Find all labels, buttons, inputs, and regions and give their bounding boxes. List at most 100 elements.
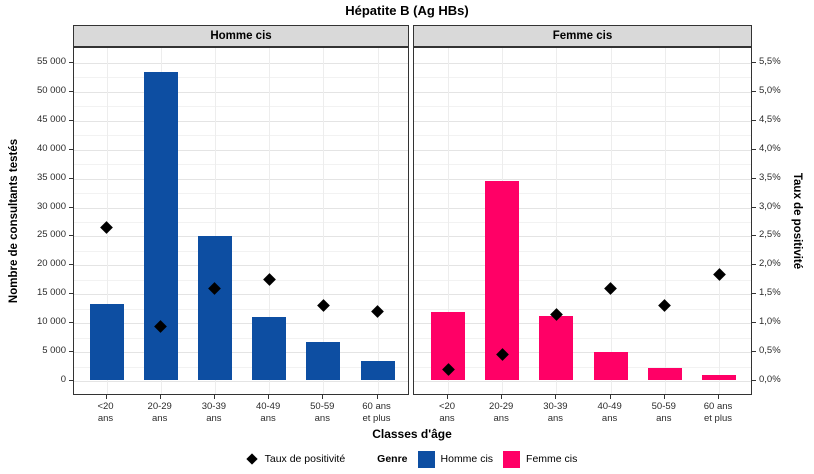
y-axis-right-tick <box>752 322 756 324</box>
gridline <box>414 77 751 79</box>
y-axis-right-tick <box>752 177 756 179</box>
x-axis-tick-label: 50-59 ans <box>651 401 676 424</box>
y-axis-right-tick-label: 5,0% <box>759 84 781 96</box>
positivity-point <box>712 267 726 281</box>
y-axis-right-tick-label: 4,5% <box>759 113 781 125</box>
chart-legend: Taux de positivité Genre Homme cis Femme… <box>73 449 752 469</box>
y-axis-left-tick <box>69 119 73 121</box>
x-axis-tick-label: 30-39 ans <box>543 401 568 424</box>
gridline-vertical <box>377 48 379 394</box>
gridline <box>414 366 751 368</box>
gridline <box>74 120 408 122</box>
x-axis-tick-label: 20-29 ans <box>489 401 514 424</box>
gridline-vertical <box>214 48 216 394</box>
y-axis-right-tick-label: 1,0% <box>759 316 781 328</box>
x-axis-tick-label: 30-39 ans <box>201 401 227 424</box>
y-axis-left-tick-label: 55 000 <box>36 56 66 67</box>
gridline-vertical <box>448 48 449 394</box>
gridline <box>74 352 408 354</box>
gridline <box>414 294 751 296</box>
y-axis-right-tick <box>752 90 756 92</box>
y-axis-left-tick <box>69 90 73 92</box>
y-axis-right-tick <box>752 148 756 150</box>
bar-femme-cis <box>647 368 682 380</box>
facet-strip-homme-cis: Homme cis <box>73 25 409 47</box>
bar-homme-cis <box>360 360 395 380</box>
positivity-point <box>262 273 276 287</box>
x-axis-tick-label: 60 ans et plus <box>362 401 391 424</box>
gridline <box>74 323 408 325</box>
bar-femme-cis <box>539 316 574 380</box>
legend-item-homme-cis: Homme cis <box>440 453 494 465</box>
legend-swatch-femme-cis <box>503 450 521 468</box>
gridline <box>414 106 751 108</box>
x-axis-tick <box>447 395 448 399</box>
x-axis-tick <box>213 395 215 399</box>
y-axis-left-tick <box>69 177 73 179</box>
x-axis-tick-label: 40-49 ans <box>255 401 281 424</box>
y-axis-left-tick <box>69 293 73 295</box>
gridline-vertical <box>610 48 612 394</box>
bar-homme-cis <box>143 71 178 380</box>
gridline <box>414 236 751 238</box>
bar-homme-cis <box>197 236 232 380</box>
y-axis-title-right: Taux de positivité <box>791 172 803 270</box>
y-axis-left-tick <box>69 235 73 237</box>
y-axis-right-tick <box>752 235 756 237</box>
positivity-point <box>604 282 617 295</box>
y-axis-left-tick-label: 45 000 <box>36 113 66 125</box>
y-axis-right-tick-label: 4,0% <box>759 142 781 154</box>
gridline <box>414 265 751 267</box>
y-axis-left-tick-label: 10 000 <box>36 316 66 328</box>
x-axis-tick <box>159 395 161 399</box>
positivity-point <box>316 299 330 313</box>
x-axis-tick-label: 50-59 ans <box>310 401 335 424</box>
positivity-point <box>100 221 113 235</box>
gridline <box>414 308 751 310</box>
y-axis-right-tick <box>752 351 756 353</box>
gridline <box>74 279 408 281</box>
bar-femme-cis <box>702 375 736 380</box>
gridline <box>74 91 408 93</box>
gridline <box>74 308 408 310</box>
legend-item-femme-cis: Femme cis <box>526 453 578 465</box>
y-axis-left-tick <box>69 62 73 63</box>
y-axis-left-tick-label: 30 000 <box>36 200 66 212</box>
y-axis-right-tick-label: 2,0% <box>759 258 781 270</box>
y-axis-left-tick-label: 5 000 <box>42 345 66 357</box>
bar-femme-cis <box>593 352 628 380</box>
chart-title: Hépatite B (Ag HBs) <box>345 3 469 18</box>
positivity-point <box>658 299 672 313</box>
gridline <box>414 250 751 252</box>
gridline <box>74 381 408 382</box>
x-axis-tick-label: 20-29 ans <box>147 401 172 424</box>
gridline <box>74 222 408 223</box>
y-axis-right-tick-label: 0,0% <box>759 374 781 385</box>
y-axis-right-tick <box>752 264 756 266</box>
x-axis-tick <box>268 395 270 399</box>
gridline <box>414 207 751 209</box>
x-axis-tick-label: 60 ans et plus <box>703 401 733 424</box>
gridline <box>414 120 751 122</box>
y-axis-left-tick <box>69 206 73 208</box>
y-axis-right-tick-label: 1,5% <box>759 287 781 299</box>
y-axis-title-left: Nombre de consultants testés <box>8 138 20 304</box>
gridline <box>414 352 751 354</box>
y-axis-left-tick-label: 35 000 <box>36 171 66 183</box>
bar-homme-cis <box>306 342 341 380</box>
diamond-icon <box>245 453 258 465</box>
gridline <box>414 193 751 195</box>
legend-group-title: Genre <box>377 453 408 465</box>
facet-strip-femme-cis: Femme cis <box>413 25 752 47</box>
y-axis-right-tick-label: 2,5% <box>759 229 781 241</box>
y-axis-left-tick-label: 0 <box>60 374 66 385</box>
gridline <box>74 63 408 64</box>
x-axis-tick <box>663 395 665 399</box>
gridline <box>74 193 408 195</box>
y-axis-right-tick <box>752 206 756 208</box>
bar-homme-cis <box>252 316 287 380</box>
y-axis-left-tick-label: 20 000 <box>36 258 66 270</box>
x-axis-tick <box>609 395 611 399</box>
gridline <box>74 265 408 267</box>
